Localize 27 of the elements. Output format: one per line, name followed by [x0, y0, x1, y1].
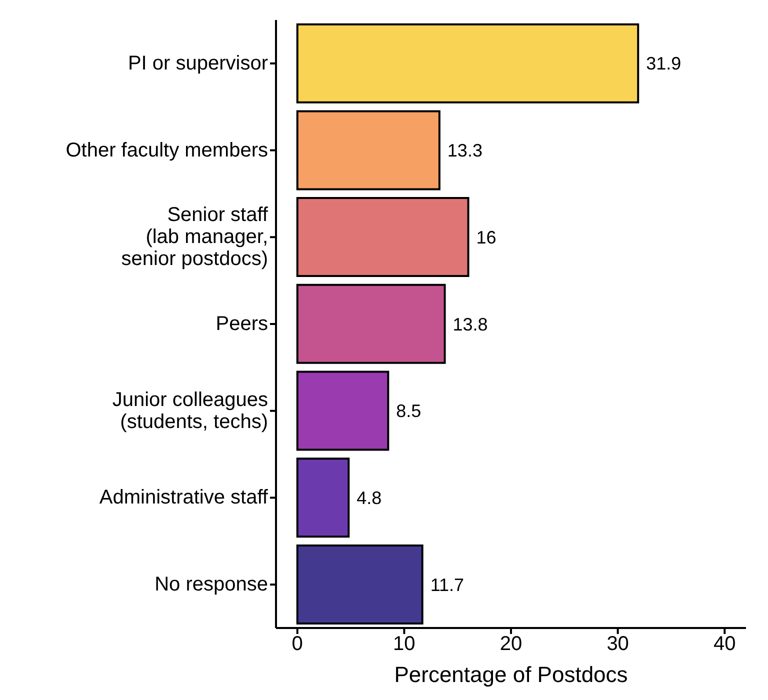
x-tick-label: 30	[606, 633, 629, 656]
data-label: 11.7	[430, 574, 464, 595]
y-tick-label: Senior staff (lab manager, senior postdocs)	[121, 204, 268, 270]
data-label: 31.9	[646, 54, 682, 74]
data-label: 16	[476, 227, 496, 248]
y-tick-label: No response	[154, 574, 268, 596]
data-label: 13.3	[447, 140, 482, 161]
bar	[296, 458, 350, 538]
y-tick-label: Junior colleagues (students, techs)	[112, 388, 268, 433]
x-axis-title: Percentage of Postdocs	[394, 662, 628, 687]
x-tick-label: 40	[714, 633, 736, 656]
bar	[296, 370, 390, 451]
bar	[296, 110, 440, 190]
x-tick-label: 10	[393, 633, 416, 656]
y-tick-label: Administrative staff	[99, 486, 268, 509]
data-label: 8.5	[396, 401, 422, 422]
data-label: 4.8	[356, 488, 382, 508]
y-tick-label: Peers	[216, 313, 268, 335]
bar	[296, 284, 446, 364]
y-tick-label: PI or supervisor	[128, 52, 268, 74]
bar	[296, 544, 424, 624]
x-tick-label: 0	[292, 633, 303, 656]
bar	[296, 23, 640, 104]
data-label: 13.8	[452, 314, 488, 334]
y-tick-label: Other faculty members	[66, 139, 268, 162]
x-tick-label: 20	[500, 633, 522, 656]
bar	[296, 197, 470, 278]
